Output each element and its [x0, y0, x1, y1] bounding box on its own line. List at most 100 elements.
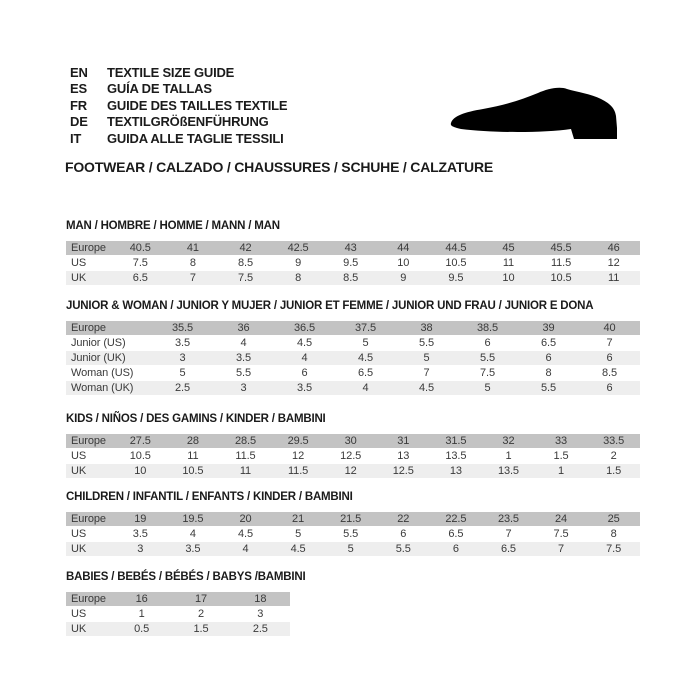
language-label: GUIDA ALLE TAGLIE TESSILI [107, 130, 284, 146]
table-title: MAN / HOMBRE / HOMME / MANN / MAN [66, 220, 280, 232]
size-cell: 6.5 [448, 528, 464, 540]
size-cell: 1 [558, 465, 565, 477]
size-cell: 6.5 [358, 367, 373, 379]
size-cell: 23.5 [497, 513, 519, 525]
size-cell: 10.5 [129, 450, 151, 462]
size-cell: 2.5 [175, 382, 190, 394]
table-row: US 10.5 11 11.5 12 12.5 13 13.5 1 1.5 2 [66, 449, 640, 463]
size-table: Europe 19 19.5 20 21 21.5 22 22.5 23.5 24 25 US 3.5 4… [66, 512, 640, 556]
language-code: ES [70, 81, 87, 97]
size-cell: 12.5 [340, 450, 362, 462]
size-cell: 1.5 [193, 623, 209, 635]
size-cell: 40 [603, 322, 616, 334]
size-cell: 29.5 [287, 435, 309, 447]
size-cell: 12 [344, 465, 357, 477]
row-label: Europe [71, 322, 106, 334]
table-row: UK 6.5 7 7.5 8 8.5 9 9.5 10 10.5 11 [66, 271, 640, 285]
size-cell: 9.5 [343, 257, 359, 269]
row-label: Europe [71, 242, 106, 254]
size-cell: 4.5 [358, 352, 373, 364]
size-cell: 8.5 [602, 367, 617, 379]
size-cell: 9.5 [448, 272, 464, 284]
row-label: Europe [71, 593, 106, 605]
size-cell: 43 [344, 242, 357, 254]
size-cell: 3.5 [175, 337, 190, 349]
size-cell: 4 [301, 352, 308, 364]
size-cell: 19 [134, 513, 147, 525]
size-cell: 13.5 [445, 450, 467, 462]
size-cell: 33.5 [603, 435, 625, 447]
size-cell: 35.5 [171, 322, 193, 334]
row-label: Europe [71, 513, 106, 525]
size-cell: 31 [397, 435, 410, 447]
size-cell: 22.5 [445, 513, 467, 525]
size-cell: 44.5 [445, 242, 467, 254]
size-cell: 3.5 [297, 382, 312, 394]
size-cell: 7.5 [553, 528, 569, 540]
size-cell: 0.5 [134, 623, 150, 635]
size-cell: 40.5 [129, 242, 151, 254]
row-label: UK [71, 272, 87, 284]
language-label: GUÍA DE TALLAS [107, 81, 212, 97]
table-row: Europe 19 19.5 20 21 21.5 22 22.5 23.5 24 25 [66, 512, 640, 526]
table-row: Europe 40.5 41 42 42.5 43 44 44.5 45 45.5 46 [66, 241, 640, 255]
row-label: Woman (UK) [71, 382, 134, 394]
size-cell: 3 [137, 543, 144, 555]
size-cell: 11 [502, 257, 515, 269]
size-cell: 7.5 [132, 257, 148, 269]
row-label: US [71, 257, 87, 269]
size-cell: 11 [239, 465, 252, 477]
size-cell: 11 [608, 272, 620, 284]
size-cell: 7 [189, 272, 196, 284]
size-cell: 1 [138, 608, 145, 620]
size-cell: 25 [607, 513, 620, 525]
size-table: Europe 40.5 41 42 42.5 43 44 44.5 45 45.5 46 US 7.5 8… [66, 241, 640, 285]
size-cell: 7.5 [237, 272, 253, 284]
size-cell: 10 [502, 272, 515, 284]
size-cell: 27.5 [129, 435, 151, 447]
size-cell: 5 [347, 543, 354, 555]
size-table-section: CHILDREN / INFANTIL / ENFANTS / KINDER /… [66, 491, 640, 557]
size-cell: 1.5 [553, 450, 569, 462]
size-cell: 46 [607, 242, 620, 254]
size-cell: 6 [400, 528, 407, 540]
table-row: Europe 35.5 36 36.5 37.5 38 38.5 39 40 [66, 321, 640, 335]
size-cell: 37.5 [354, 322, 376, 334]
size-cell: 41 [186, 242, 199, 254]
size-cell: 21.5 [340, 513, 362, 525]
language-row: DE TEXTILGRÖßENFÜHRUNG [70, 114, 287, 131]
size-table-section: MAN / HOMBRE / HOMME / MANN / MAN Europe 4… [66, 220, 640, 286]
size-cell: 33 [555, 435, 568, 447]
size-table: Europe 27.5 28 28.5 29.5 30 31 31.5 32 33 33.5 US 10… [66, 434, 640, 478]
size-cell: 4.5 [290, 543, 306, 555]
size-cell: 8 [545, 367, 552, 379]
size-cell: 10.5 [445, 257, 467, 269]
size-cell: 22 [397, 513, 410, 525]
size-table-section: JUNIOR & WOMAN / JUNIOR Y MUJER / JUNIOR… [66, 300, 640, 396]
size-cell: 9 [400, 272, 407, 284]
size-cell: 3.5 [236, 352, 251, 364]
size-cell: 8 [189, 257, 196, 269]
size-cell: 1.5 [606, 465, 622, 477]
size-cell: 2.5 [252, 623, 268, 635]
size-cell: 11.5 [287, 465, 309, 477]
size-cell: 13 [449, 465, 462, 477]
size-cell: 6.5 [132, 272, 148, 284]
size-cell: 5.5 [236, 367, 251, 379]
size-cell: 9 [295, 257, 302, 269]
size-cell: 7 [505, 528, 512, 540]
size-cell: 13 [397, 450, 410, 462]
size-cell: 31.5 [445, 435, 467, 447]
size-cell: 5 [179, 367, 186, 379]
table-row: US 1 2 3 [66, 607, 290, 621]
size-cell: 45 [502, 242, 515, 254]
row-label: Junior (US) [71, 337, 126, 349]
row-label: US [71, 450, 87, 462]
size-cell: 6 [606, 352, 613, 364]
size-cell: 5 [423, 352, 430, 364]
language-list: EN TEXTILE SIZE GUIDE ES GUÍA DE TALLAS FR GU… [70, 64, 288, 147]
size-cell: 36.5 [293, 322, 315, 334]
size-cell: 4 [240, 337, 247, 349]
table-row: Europe 27.5 28 28.5 29.5 30 31 31.5 32 33 33.5 [66, 434, 640, 448]
row-label: US [71, 608, 87, 620]
